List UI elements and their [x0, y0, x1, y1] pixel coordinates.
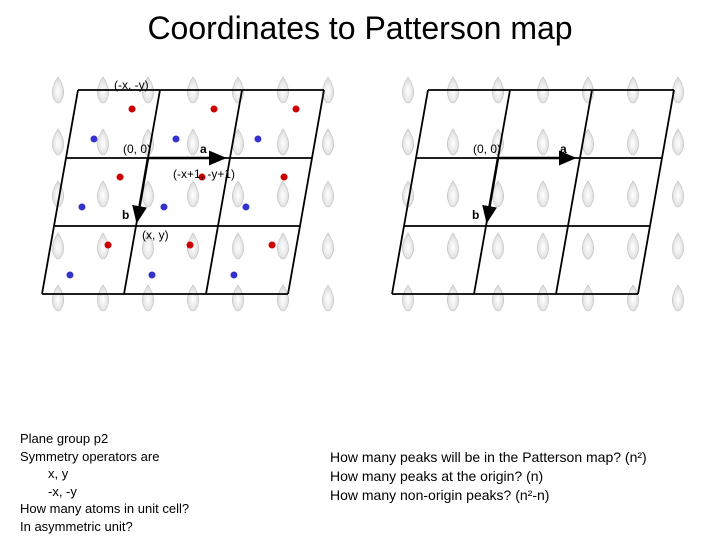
label-a-left: a [200, 142, 207, 156]
left-line4: -x, -y [20, 483, 280, 501]
label-origin-right: (0, 0) [473, 142, 501, 156]
left-line1: Plane group p2 [20, 430, 280, 448]
left-diagram: (-x, -y) (0, 0) a (-x+1, -y+1) b (x, y) [38, 60, 348, 330]
left-line2: Symmetry operators are [20, 448, 280, 466]
left-line5: How many atoms in unit cell? [20, 500, 280, 518]
right-diagram: (0, 0) a b [388, 60, 698, 330]
label-minus-xy: (-x, -y) [114, 78, 149, 92]
page-title: Coordinates to Patterson map [0, 10, 720, 47]
label-b-left: b [122, 208, 129, 222]
left-text-block: Plane group p2 Symmetry operators are x,… [20, 430, 280, 535]
label-shifted: (-x+1, -y+1) [173, 167, 235, 181]
right-line1: How many peaks will be in the Patterson … [330, 448, 710, 467]
right-text-block: How many peaks will be in the Patterson … [330, 448, 710, 505]
label-a-right: a [560, 142, 567, 156]
label-origin-left: (0, 0) [123, 142, 151, 156]
right-line2: How many peaks at the origin? (n) [330, 467, 710, 486]
left-line6: In asymmetric unit? [20, 518, 280, 536]
left-line3: x, y [20, 465, 280, 483]
label-b-right: b [472, 208, 479, 222]
label-xy: (x, y) [142, 228, 169, 242]
right-line3: How many non-origin peaks? (n²-n) [330, 486, 710, 505]
